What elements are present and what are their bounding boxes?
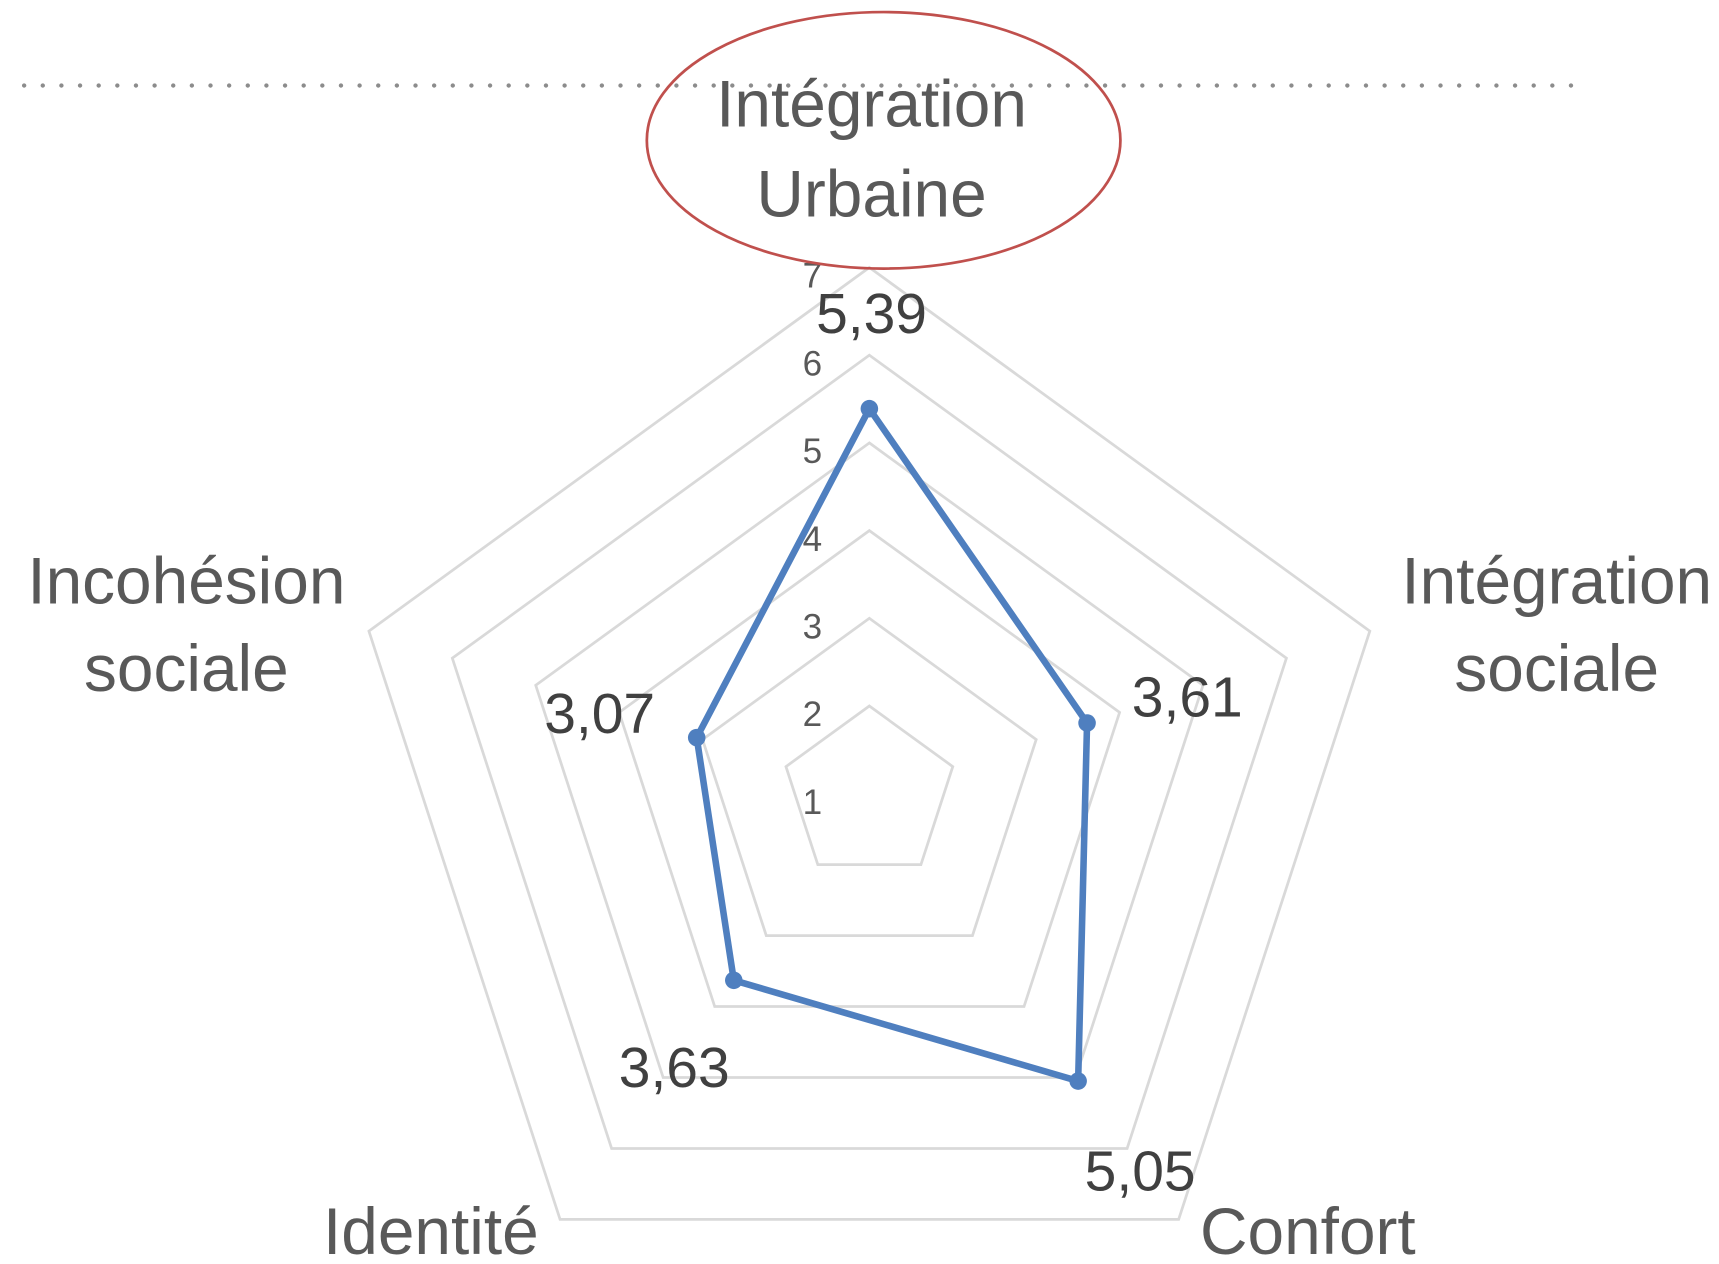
category-label: Intégration Urbaine [716, 67, 1027, 231]
marks [687, 399, 1096, 1090]
data-label: 5,39 [816, 282, 927, 346]
category-label: Identité [323, 1194, 539, 1264]
tick-label: 3 [803, 608, 823, 647]
data-label: 5,05 [1085, 1139, 1196, 1203]
highlight-ellipse [645, 10, 1122, 270]
category-label: Intégration sociale [1401, 544, 1712, 706]
tick-label: 1 [803, 783, 823, 822]
series-line [693, 405, 1091, 1085]
category-label: Incohésion sociale [27, 544, 345, 706]
data-point [687, 728, 706, 747]
tick-label: 4 [803, 520, 823, 559]
grid-ring [450, 353, 1289, 1150]
data-point [725, 971, 743, 990]
grid-ring [617, 528, 1122, 1008]
grid-ring [700, 616, 1038, 937]
data-label: 3,63 [619, 1036, 730, 1100]
grid-ring [784, 704, 955, 867]
tick-label: 6 [803, 344, 823, 383]
grid [367, 265, 1372, 1221]
tick-label: 2 [803, 695, 823, 734]
data-label: 3,61 [1132, 666, 1243, 730]
labels: 1 2 3 4 5 6 7 Intégration Urbaine Intégration soci… [27, 67, 1712, 1264]
tick-label: 5 [803, 432, 823, 471]
data-label: 3,07 [544, 682, 655, 746]
data-point [1069, 1072, 1087, 1090]
grid-ring [534, 441, 1205, 1079]
data-point [1078, 714, 1096, 732]
data-point [860, 399, 879, 418]
category-label: Confort [1200, 1194, 1416, 1264]
tick-label: 7 [803, 257, 823, 296]
grid-ring [367, 265, 1372, 1221]
